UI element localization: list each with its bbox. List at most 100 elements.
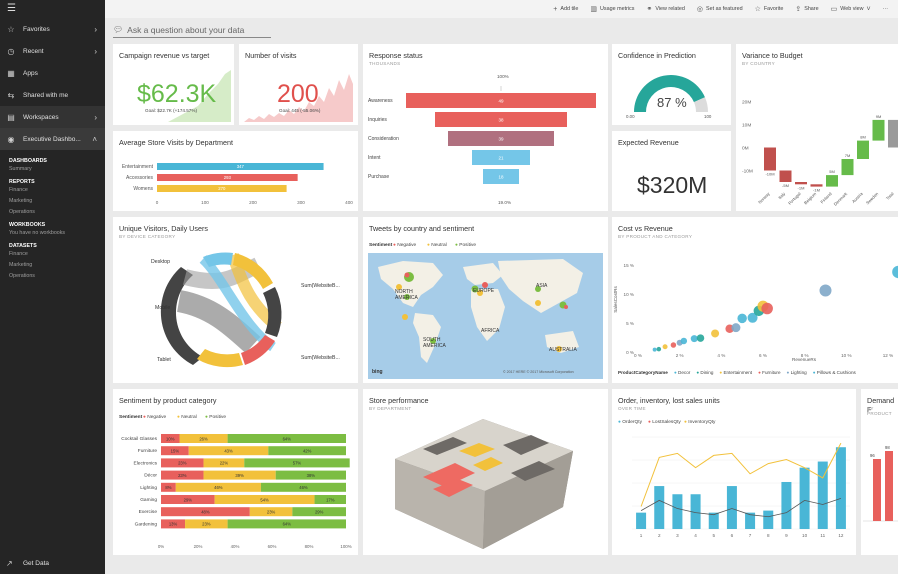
kpi-goal: Goal: $22.7K (+174.57%) <box>145 108 197 113</box>
bar-category-label: Electronics <box>134 460 158 466</box>
order-bar <box>799 467 810 529</box>
x-tick-label: 40% <box>231 544 240 549</box>
nav-shared[interactable]: ⇆ Shared with me <box>0 84 105 106</box>
x-tick-label: 6 <box>731 533 734 538</box>
stacked-bar-segment <box>314 495 346 504</box>
section-item[interactable]: Finance <box>9 187 28 193</box>
demand-bar-chart: 96 98 <box>863 445 898 522</box>
workspace-sections: DASHBOARDS Summary REPORTS Finance Marketing… <box>0 150 105 282</box>
workspace-icon: ▤ <box>7 112 15 122</box>
more-options-button[interactable]: ··· <box>883 6 888 12</box>
order-bar <box>726 486 737 529</box>
nav-recent[interactable]: ◷ Recent › <box>0 40 105 62</box>
tile-variance-budget[interactable]: Variance to Budget BY COUNTRY 20M 10M 0M -1… <box>736 44 898 211</box>
segment-value-label: 23% <box>267 510 276 515</box>
apps-icon: ▦ <box>7 68 15 78</box>
tile-campaign-revenue[interactable]: Campaign revenue vs target $62.3K Goal: … <box>113 44 234 125</box>
legend-lostsalesqty: ● LostSalesQty <box>648 420 681 425</box>
nav-label: Favorites <box>23 25 50 33</box>
funnel-top-label: 100% <box>497 74 509 79</box>
get-data-button[interactable]: ↗ Get Data <box>0 552 105 574</box>
scatter-chart: 15 % 10 % 5 % 0 %0 % 2 % 4 % 6 % 8 % 10 % 12 % <box>624 263 898 358</box>
favorite-button[interactable]: ☆ Favorite <box>755 5 784 13</box>
tile-unique-visitors[interactable]: Unique Visitors, Daily Users BY DEVICE C… <box>113 217 358 383</box>
tile-order-inventory[interactable]: Order, inventory, lost sales units OVER … <box>612 389 856 555</box>
x-tick-label: Sweden <box>865 191 880 206</box>
tile-cost-vs-revenue[interactable]: Cost vs Revenue BY PRODUCT AND CATEGORY … <box>612 217 898 383</box>
lostsales-line <box>640 497 842 518</box>
stacked-bar-segment <box>275 470 346 480</box>
nav-workspaces[interactable]: ▤ Workspaces › <box>0 106 105 128</box>
tile-tweets-map[interactable]: Tweets by country and sentiment Sentimen… <box>363 217 608 383</box>
x-tick-label: 4 <box>694 533 697 538</box>
stacked-bar-segment <box>161 446 189 456</box>
add-tile-button[interactable]: + Add tile <box>553 6 578 13</box>
waterfall-value-label: -1M <box>798 185 805 190</box>
nav-favorites[interactable]: ☆ Favorites › <box>0 18 105 40</box>
chevron-up-icon: ˄ <box>92 134 97 144</box>
tile-subtitle: BY COUNTRY <box>742 61 775 66</box>
hamburger-menu-icon[interactable]: ☰ <box>7 3 16 14</box>
share-button[interactable]: ⇪ Share <box>795 5 818 13</box>
section-item[interactable]: Summary <box>9 166 32 172</box>
x-tick-label: 100% <box>340 544 351 549</box>
order-bar <box>763 510 774 529</box>
chat-icon: 💬︎ <box>113 25 124 34</box>
nav-apps[interactable]: ▦ Apps <box>0 62 105 84</box>
qa-input[interactable]: 💬︎ Ask a question about your data <box>113 22 271 38</box>
nav-label: Recent <box>23 47 44 55</box>
section-item[interactable]: Operations <box>9 209 35 215</box>
tile-demand-forecast[interactable]: Demand F BY PRODUCT 96 98 <box>861 389 898 555</box>
web-view-dropdown[interactable]: ▭ Web view ˅ <box>830 5 871 14</box>
tile-response-status[interactable]: Response status THOUSANDS Awareness 49 Inq… <box>363 44 608 211</box>
section-item[interactable]: Marketing <box>9 198 33 204</box>
map-region-label: SOUTH AMERICA <box>423 337 446 349</box>
share-icon: ⇪ <box>795 6 802 13</box>
view-related-button[interactable]: ⚭ View related <box>646 5 684 13</box>
set-featured-button[interactable]: ◎ Set as featured <box>697 5 743 13</box>
gauge-min: 0.00 <box>626 114 635 119</box>
section-item[interactable]: Marketing <box>9 262 33 268</box>
x-tick-label: 2 <box>658 533 661 538</box>
tile-number-of-visits[interactable]: Number of visits 200 Goal: 445 (-55.06%) <box>239 44 358 125</box>
kpi-value: $320M <box>637 172 708 198</box>
funnel-stage-label: Awareness <box>368 98 393 104</box>
legend-title: Sentiment <box>369 243 393 248</box>
inventory-line <box>640 442 842 507</box>
bar-category-label: Décor <box>144 473 157 479</box>
section-item[interactable]: You have no workbooks <box>9 230 66 236</box>
scatter-point <box>670 342 677 348</box>
usage-metrics-button[interactable]: ▥ Usage metrics <box>590 5 634 13</box>
demand-value-label: 98 <box>885 445 890 450</box>
legend-neutral: ● Neutral <box>177 415 197 420</box>
section-item[interactable]: Finance <box>9 251 28 257</box>
funnel-stage-label: Purchase <box>368 174 389 180</box>
segment-value-label: 17% <box>326 497 335 502</box>
waterfall-value-label: 7M <box>845 153 851 158</box>
order-bar <box>817 461 828 529</box>
funnel-bar <box>483 169 519 184</box>
order-bar <box>636 512 647 529</box>
stacked-bar-segment <box>260 482 346 492</box>
tile-title: Number of visits <box>245 51 297 60</box>
nav-label: Workspaces <box>23 113 59 121</box>
tile-confidence[interactable]: Confidence in Prediction 87 % 0.00 100 <box>612 44 731 125</box>
bar-category-label: Cocktail Glasses <box>121 436 157 442</box>
arrow-icon: ↗ <box>6 558 13 568</box>
legend-positive: ● Positive <box>205 415 227 420</box>
x-tick-label: 0 <box>156 200 159 205</box>
waterfall-value-label: 9M <box>876 114 882 119</box>
stacked-bar-segment <box>249 507 293 517</box>
nav-executive-dashboard[interactable]: ◉ Executive Dashbo... ˄ <box>0 128 105 150</box>
tile-avg-store-visits[interactable]: Average Store Visits by Department Enter… <box>113 131 358 211</box>
section-item[interactable]: Operations <box>9 273 35 279</box>
tile-expected-revenue[interactable]: Expected Revenue $320M <box>612 131 731 211</box>
segment-value-label: 42% <box>303 449 312 454</box>
monitor-icon: ▭ <box>830 6 838 13</box>
bar-category-label: Lighting <box>140 485 157 491</box>
tile-sentiment-product[interactable]: Sentiment by product category Sentiment … <box>113 389 358 555</box>
nav-label: Executive Dashbo... <box>23 135 81 143</box>
legend-positive: ● Positive <box>455 243 477 248</box>
tile-store-performance[interactable]: Store performance BY DEPARTMENT <box>363 389 608 555</box>
bar-category-label: Entertainment <box>122 164 154 170</box>
